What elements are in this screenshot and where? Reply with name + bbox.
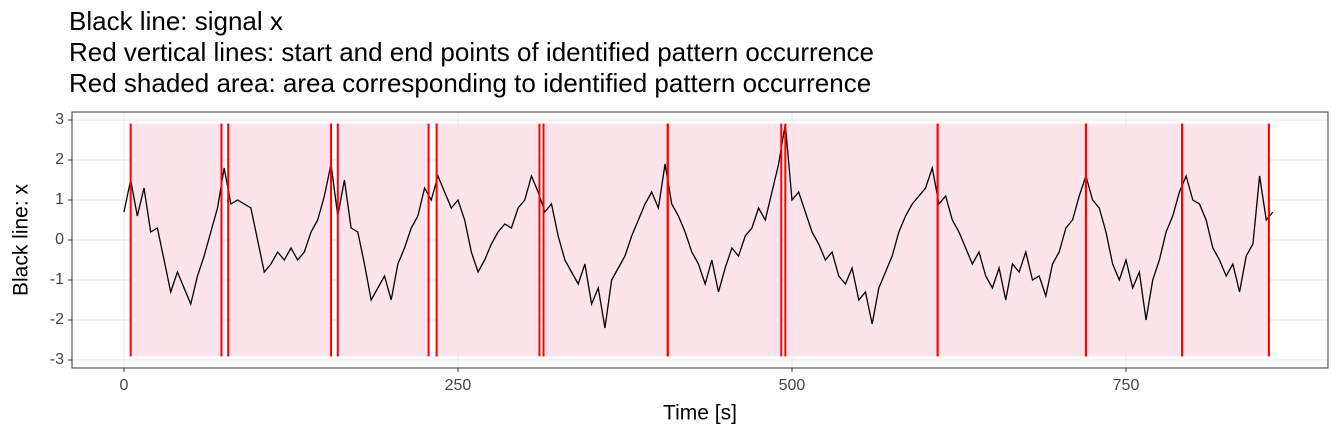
pattern-area xyxy=(1182,123,1269,357)
x-tick-label: 750 xyxy=(1113,377,1140,394)
pattern-area xyxy=(543,123,668,357)
pattern-area xyxy=(337,123,429,357)
pattern-area xyxy=(667,123,782,357)
y-tick-label: 0 xyxy=(55,231,64,248)
pattern-area xyxy=(1085,123,1183,357)
x-tick-label: 0 xyxy=(120,377,129,394)
y-tick-label: 1 xyxy=(55,191,64,208)
pattern-area xyxy=(228,123,332,357)
plot-border xyxy=(71,111,1329,369)
x-tick-label: 500 xyxy=(779,377,806,394)
title-line: Red shaded area: area corresponding to i… xyxy=(69,68,871,98)
signal-line xyxy=(123,123,1274,329)
y-tick-label: -1 xyxy=(50,271,64,288)
y-axis-label: Black line: x xyxy=(10,183,33,296)
y-tick-label: 2 xyxy=(55,151,64,168)
title-line: Black line: signal x xyxy=(69,6,283,36)
x-tick-label: 250 xyxy=(445,377,472,394)
title-line: Red vertical lines: start and end points… xyxy=(69,37,874,67)
y-tick-label: 3 xyxy=(55,111,64,128)
pattern-area xyxy=(937,123,1086,357)
y-tick-label: -2 xyxy=(50,311,64,328)
pattern-area xyxy=(436,123,540,357)
y-tick-label: -3 xyxy=(50,351,64,368)
pattern-area xyxy=(130,123,222,357)
pattern-area xyxy=(785,123,938,357)
x-axis-label: Time [s] xyxy=(663,402,737,425)
